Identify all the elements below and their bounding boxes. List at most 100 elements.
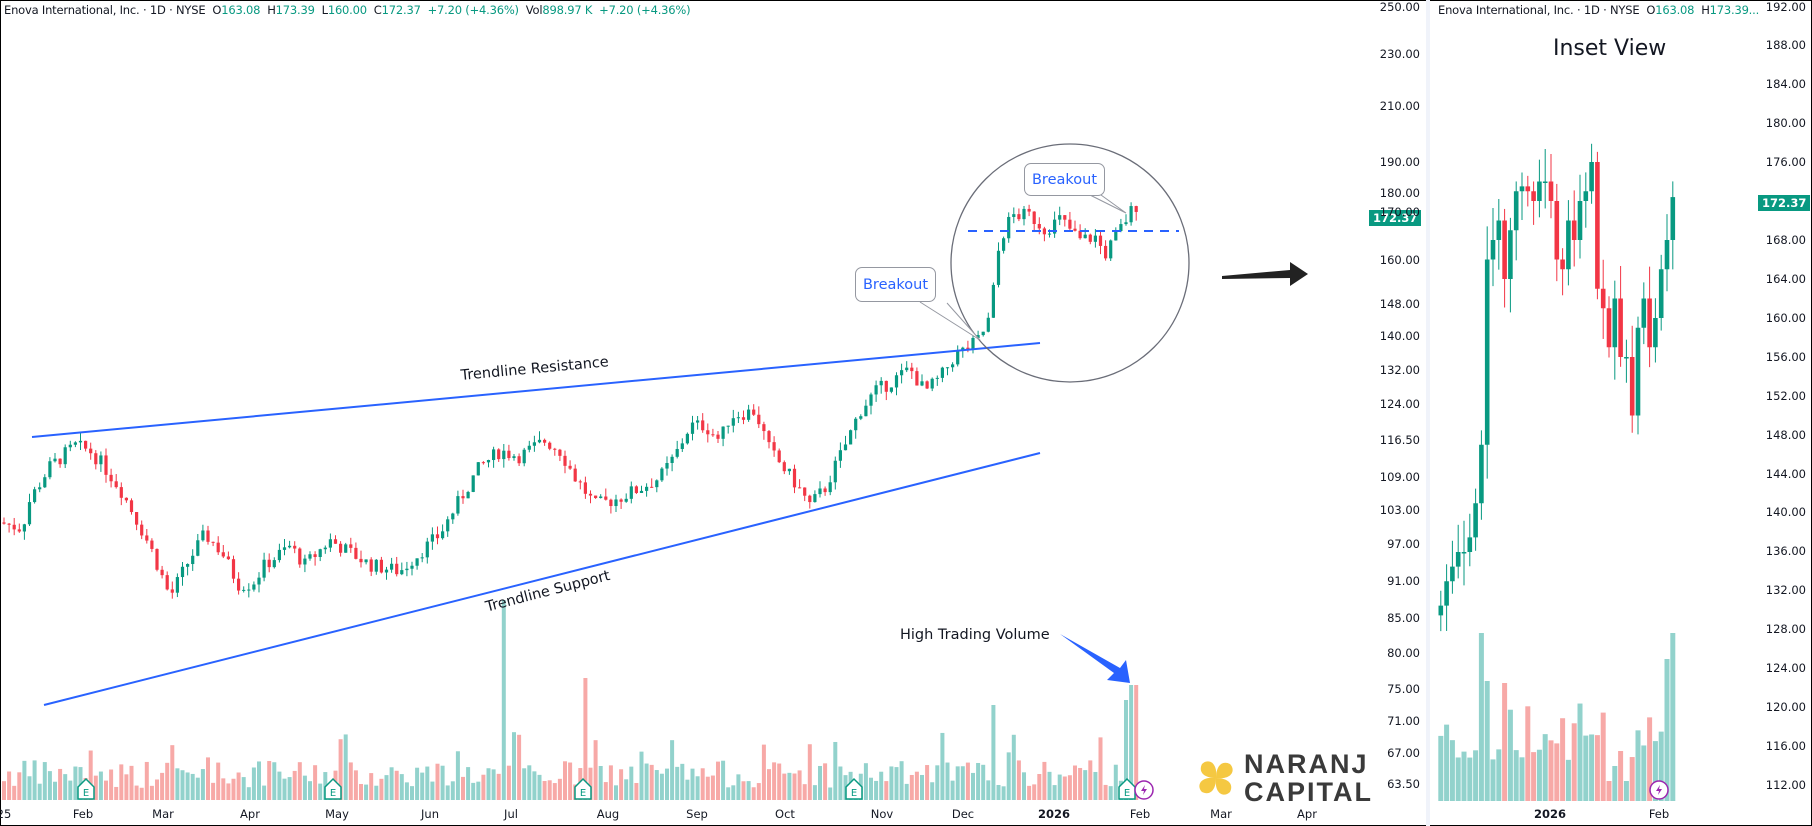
price-tick: 170.00 [1379,205,1420,219]
earnings-icon [324,777,342,800]
price-tick: 190.00 [1379,155,1420,169]
main-legend: Enova International, Inc. · 1D · NYSE O1… [4,3,691,17]
time-tick: Jul [504,807,518,821]
trendline-support [43,452,1041,706]
inset-price-tick: 144.00 [1765,467,1806,481]
price-tick: 71.00 [1387,714,1420,728]
time-tick: Feb [72,807,94,821]
inset-time-tick: 2026 [1533,807,1567,821]
interval: 1D [149,3,166,17]
earnings-label: E [330,788,336,799]
inset-price-tick: 124.00 [1765,661,1806,675]
symbol-name[interactable]: Enova International, Inc. [4,3,140,17]
price-tick: 140.00 [1379,329,1420,343]
pinwheel-logo-icon [1199,761,1233,795]
time-tick: 25 [0,807,12,821]
price-tick: 124.00 [1379,397,1420,411]
breakout-callout-2[interactable]: Breakout [1024,163,1105,196]
time-tick: Apr [1297,807,1317,821]
inset-price-tick: 192.00 [1765,0,1806,14]
price-tick: 103.00 [1379,503,1420,517]
time-tick: Oct [775,807,795,821]
high-volume-note[interactable]: High Trading Volume [900,627,1050,643]
time-tick: Apr [240,807,260,821]
inset-price-tick: 132.00 [1765,583,1806,597]
earnings-label: E [1124,788,1130,799]
low-value: 160.00 [327,3,367,17]
time-tick: Dec [951,807,975,821]
time-tick: Nov [870,807,894,821]
time-tick: 2026 [1037,807,1071,821]
inset-current-price-tag: 172.37 [1758,195,1811,211]
price-tick: 75.00 [1387,682,1420,696]
price-tick: 180.00 [1379,186,1420,200]
earnings-icon [845,777,863,800]
inset-price-tick: 164.00 [1765,272,1806,286]
close-value: 172.37 [381,3,421,17]
volume-change: +7.20 (+4.36%) [599,3,691,17]
inset-symbol-name[interactable]: Enova International, Inc. [1438,3,1574,17]
inset-price-tick: 128.00 [1765,622,1806,636]
price-tick: 109.00 [1379,470,1420,484]
callout-tail-2 [1089,194,1127,214]
time-tick: Jun [421,807,439,821]
inset-price-tick: 156.00 [1765,350,1806,364]
earnings-label: E [580,788,586,799]
price-tick: 116.50 [1379,433,1420,447]
price-tick: 91.00 [1387,574,1420,588]
trendline-resistance [31,342,1041,438]
inset-candles [1438,143,1676,801]
logo-line-1: NARANJ [1244,749,1369,779]
inset-price-tick: 180.00 [1765,116,1806,130]
inset-price-tick: 160.00 [1765,311,1806,325]
pane-divider[interactable] [1426,0,1430,826]
inset-price-tick: 140.00 [1765,505,1806,519]
time-tick: Feb [1129,807,1151,821]
price-tick: 160.00 [1379,253,1420,267]
inset-legend: Enova International, Inc. · 1D · NYSE O1… [1438,3,1760,17]
price-tick: 85.00 [1387,611,1420,625]
inset-price-tick: 148.00 [1765,428,1806,442]
lightning-icon [1141,785,1147,795]
price-tick: 230.00 [1379,47,1420,61]
time-tick: Mar [152,807,174,821]
earnings-label: E [83,788,89,799]
inset-price-tick: 184.00 [1765,77,1806,91]
naranj-capital-logo: NARANJ CAPITAL [1196,750,1373,806]
price-tick: 148.00 [1379,297,1420,311]
inset-price-tick: 120.00 [1765,700,1806,714]
exchange: NYSE [176,3,206,17]
earnings-icon [574,777,592,800]
inset-price-tick: 168.00 [1765,233,1806,247]
inset-title: Inset View [1553,36,1667,61]
time-tick: May [325,807,349,821]
lightning-icon [1656,785,1662,795]
price-tick: 132.00 [1379,363,1420,377]
logo-line-2: CAPITAL [1244,777,1373,807]
main-current-price-tag: 172.37 [1369,210,1422,226]
high-value: 173.39 [275,3,315,17]
change-value: +7.20 (+4.36%) [427,3,519,17]
time-tick: Mar [1210,807,1232,821]
arrow-down-right-icon [1060,634,1130,683]
callout-tail-1 [919,301,981,341]
earnings-label: E [851,788,857,799]
breakout-callout-1[interactable]: Breakout [855,267,936,302]
inset-price-tick: 188.00 [1765,38,1806,52]
price-tick: 63.50 [1387,777,1420,791]
focus-circle [950,143,1190,383]
volume-value: 898.97 K [542,3,593,17]
time-tick: Sep [686,807,708,821]
price-tick: 80.00 [1387,646,1420,660]
inset-price-tick: 176.00 [1765,155,1806,169]
time-tick: Aug [596,807,620,821]
open-value: 163.08 [221,3,261,17]
price-tick: 250.00 [1379,0,1420,14]
price-tick: 67.00 [1387,746,1420,760]
inset-price-tick: 116.00 [1765,739,1806,753]
price-tick: 97.00 [1387,537,1420,551]
arrow-right-icon [1222,262,1308,286]
inset-price-tick: 152.00 [1765,389,1806,403]
candles [2,202,1139,800]
